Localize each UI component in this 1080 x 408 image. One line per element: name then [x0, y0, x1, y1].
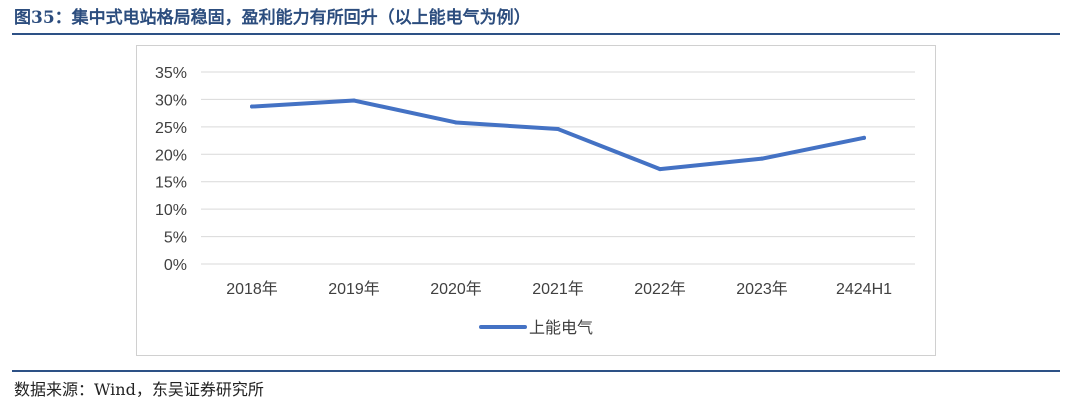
x-tick-label: 2021年 [532, 280, 584, 298]
data-point [556, 127, 560, 132]
y-tick-label: 10% [155, 202, 187, 219]
x-tick-label: 2019年 [328, 280, 380, 298]
y-tick-label: 15% [155, 175, 187, 192]
y-tick-label: 35% [155, 65, 187, 82]
data-point [352, 98, 356, 103]
line-chart: 35% 30% 25% 20% 15% 10% 5% 0% 2018年 2019年 2020年 202… [155, 65, 915, 337]
legend-label: 上能电气 [529, 319, 593, 337]
y-tick-label: 0% [164, 257, 187, 274]
data-point [250, 104, 254, 109]
y-tick-label: 5% [164, 230, 187, 247]
source-note: 数据来源：Wind，东吴证券研究所 [14, 380, 264, 399]
data-point [760, 156, 764, 161]
data-point [862, 135, 866, 140]
figure-title: 图35：集中式电站格局稳固，盈利能力有所回升（以上能电气为例） [14, 8, 531, 28]
bottom-rule [12, 370, 1060, 372]
data-point [658, 167, 662, 172]
x-tick-label: 2018年 [226, 280, 278, 298]
y-tick-label: 25% [155, 120, 187, 137]
chart-frame: 35% 30% 25% 20% 15% 10% 5% 0% 2018年 2019年 2020年 202… [136, 45, 936, 356]
y-tick-label: 20% [155, 147, 187, 164]
x-tick-label: 2424H1 [836, 281, 892, 298]
x-tick-label: 2023年 [736, 280, 788, 298]
series-line [250, 98, 866, 172]
data-point [454, 120, 458, 125]
x-tick-label: 2022年 [634, 280, 686, 298]
y-tick-label: 30% [155, 92, 187, 109]
top-rule [12, 33, 1060, 35]
x-tick-label: 2020年 [430, 280, 482, 298]
